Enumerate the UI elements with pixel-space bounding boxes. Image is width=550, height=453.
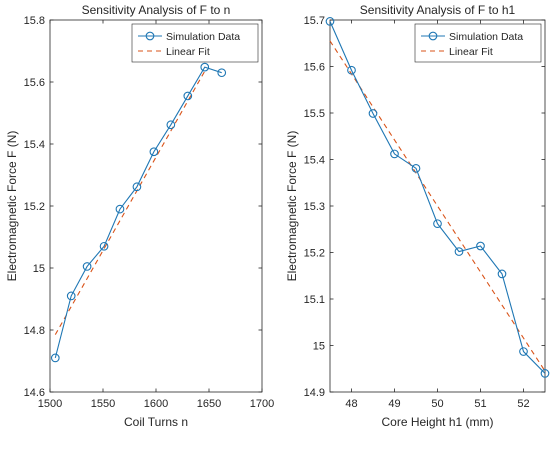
- y-tick-label: 14.8: [24, 325, 45, 337]
- chart-title: Sensitivity Analysis of F to n: [82, 3, 231, 17]
- y-tick-label: 15.3: [304, 201, 325, 213]
- y-tick-label: 14.9: [304, 387, 325, 399]
- y-axis-label: Electromagnetic Force F (N): [285, 131, 299, 282]
- simulation-data-point: [217, 68, 227, 78]
- simulation-data-point: [368, 109, 378, 118]
- linear-fit-line: [329, 40, 546, 372]
- x-axis-label: Coil Turns n: [124, 415, 188, 429]
- simulation-data-point: [183, 91, 193, 101]
- y-tick-label: 15.6: [24, 77, 45, 89]
- x-tick-label: 52: [517, 398, 529, 410]
- legend-box: [414, 23, 542, 63]
- y-tick-label: 15.4: [24, 139, 45, 151]
- x-tick-label: 1700: [250, 398, 274, 410]
- y-tick-label: 14.6: [24, 387, 45, 399]
- x-tick-label: 49: [388, 398, 400, 410]
- x-tick-label: 1600: [144, 398, 168, 410]
- simulation-data-point: [66, 291, 76, 301]
- simulation-data-line: [54, 66, 222, 359]
- legend-box: [131, 23, 259, 63]
- y-tick-label: 15.2: [24, 201, 45, 213]
- y-axis-label: Electromagnetic Force F (N): [5, 131, 19, 282]
- linear-fit-line: [54, 70, 206, 335]
- simulation-data-point: [497, 269, 507, 279]
- y-tick-label: 15.2: [304, 248, 325, 260]
- x-tick-label: 51: [474, 398, 486, 410]
- simulation-data-point: [433, 219, 442, 229]
- y-tick-label: 15.4: [304, 155, 325, 167]
- simulation-data-point: [390, 149, 399, 159]
- y-tick-label: 15.8: [24, 15, 45, 27]
- simulation-data-point: [540, 369, 550, 378]
- simulation-data-point: [325, 17, 335, 26]
- y-tick-label: 15.1: [304, 294, 325, 306]
- simulation-data-point: [82, 262, 92, 271]
- simulation-data-point: [476, 241, 485, 251]
- legend-simulation-marker: [428, 31, 438, 41]
- y-tick-label: 15.6: [304, 62, 325, 74]
- legend-simulation-label: Simulation Data: [449, 31, 523, 43]
- legend-fit-label: Linear Fit: [449, 46, 493, 58]
- simulation-data-line: [329, 21, 546, 374]
- chart-1: Sensitivity Analysis of F to n 1500 1550 16…: [5, 3, 274, 429]
- plot-area: [329, 19, 546, 393]
- simulation-data-point: [132, 182, 142, 192]
- x-tick-label: 48: [345, 398, 357, 410]
- simulation-data-point: [50, 353, 60, 363]
- legend-simulation-marker: [145, 31, 155, 41]
- y-tick-label: 15.5: [304, 108, 325, 120]
- legend: Simulation Data Linear Fit: [131, 23, 259, 63]
- simulation-data-point: [454, 247, 464, 256]
- x-tick-label: 1500: [38, 398, 62, 410]
- simulation-data-point: [347, 65, 356, 75]
- x-axis-label: Core Height h1 (mm): [381, 415, 493, 429]
- chart-2: Sensitivity Analysis of F to h1 48 49 50 51 5…: [285, 3, 550, 429]
- simulation-data-point: [411, 163, 421, 173]
- simulation-data-point: [166, 120, 176, 130]
- chart-title: Sensitivity Analysis of F to h1: [360, 3, 516, 17]
- simulation-data-point: [99, 241, 109, 251]
- x-tick-label: 1650: [197, 398, 221, 410]
- legend: Simulation Data Linear Fit: [414, 23, 542, 63]
- legend-simulation-label: Simulation Data: [166, 31, 240, 43]
- simulation-data-point: [115, 204, 125, 214]
- x-tick-label: 1550: [91, 398, 115, 410]
- plot-area: [49, 19, 263, 393]
- simulation-data-point: [200, 62, 210, 72]
- legend-fit-label: Linear Fit: [166, 46, 210, 58]
- y-tick-label: 15.7: [304, 15, 325, 27]
- simulation-data-point: [519, 347, 528, 356]
- y-tick-label: 15: [33, 263, 45, 275]
- x-tick-label: 50: [431, 398, 443, 410]
- y-tick-label: 15: [313, 341, 325, 353]
- simulation-data-point: [149, 147, 159, 157]
